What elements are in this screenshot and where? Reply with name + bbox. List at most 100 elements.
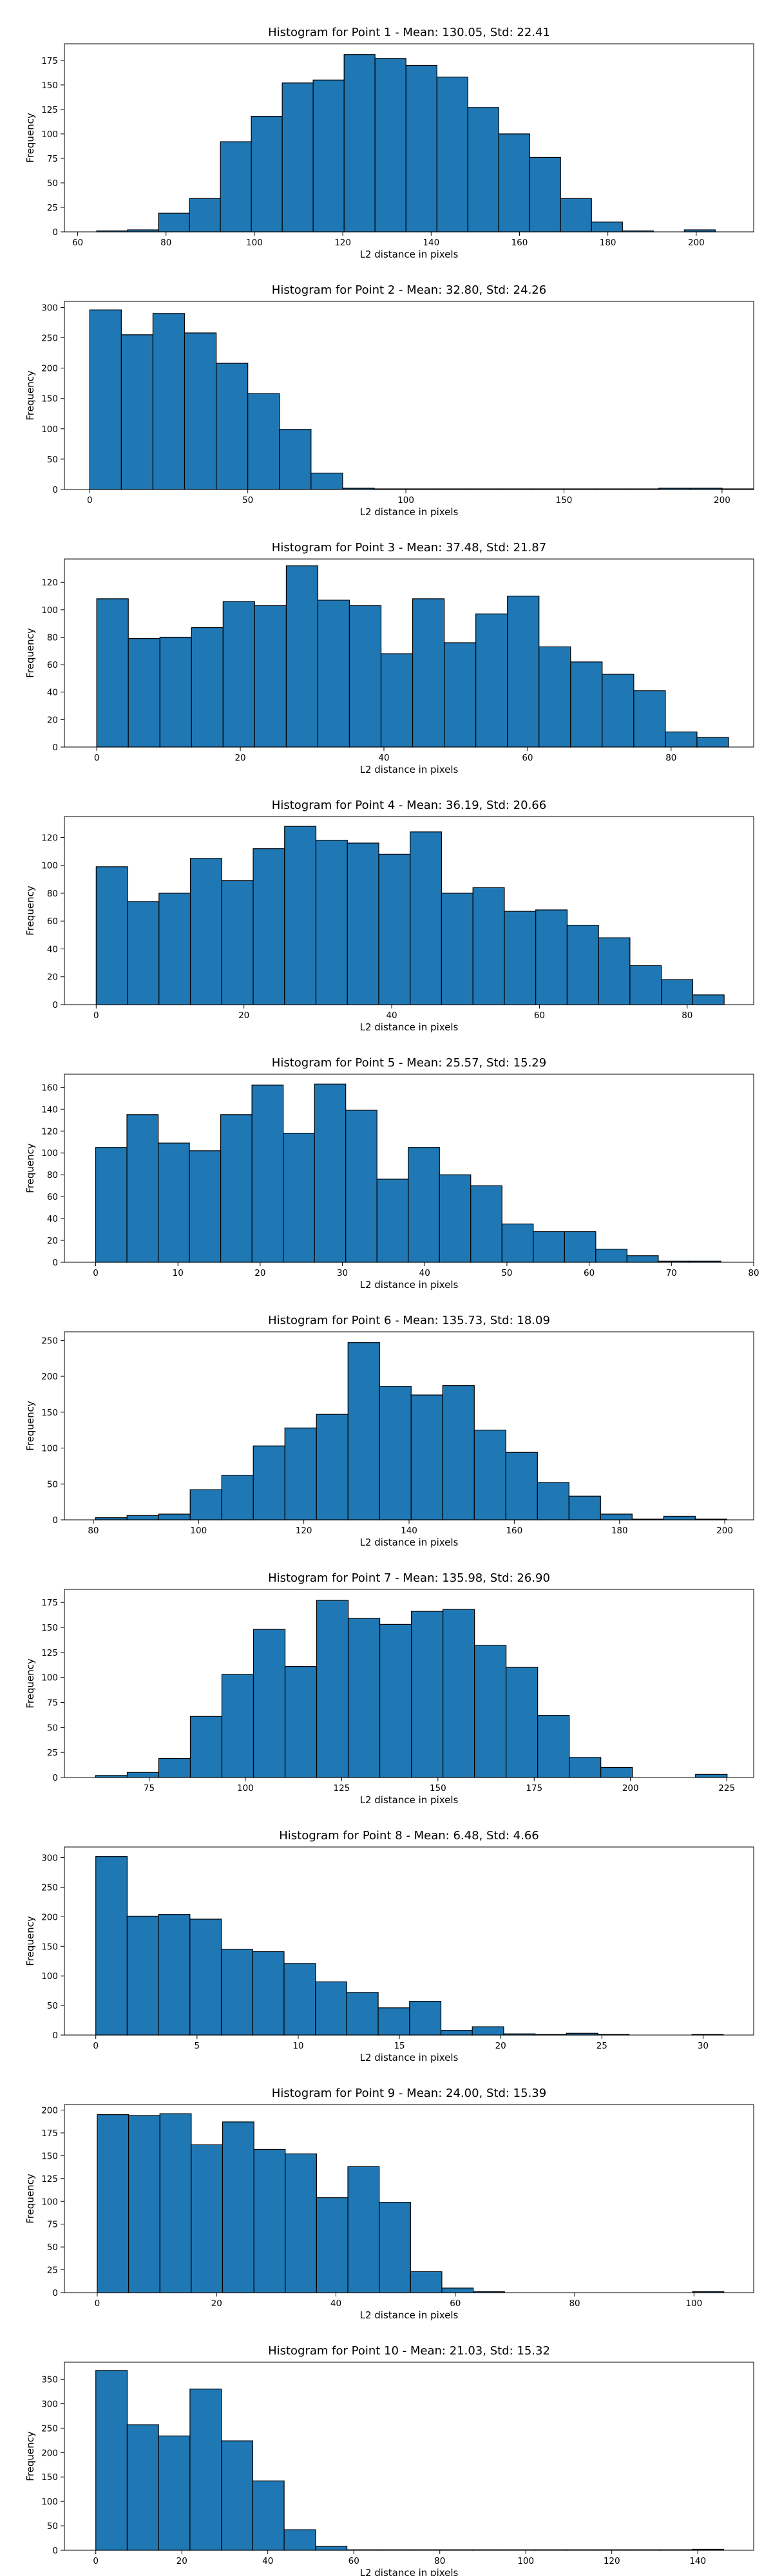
histogram-bar [95, 1147, 128, 1263]
x-tick-label: 40 [419, 1268, 430, 1278]
histogram-bar [374, 58, 406, 232]
y-tick-label: 80 [47, 632, 58, 643]
histogram-bar [158, 1513, 191, 1520]
y-tick-label: 50 [47, 178, 58, 189]
x-tick-label: 100 [397, 495, 414, 506]
histogram-bar [158, 213, 190, 232]
histogram-bar [380, 653, 414, 748]
histogram-bar [120, 334, 154, 490]
histogram-panel-1: Histogram for Point 1 - Mean: 130.05, St… [24, 26, 754, 260]
y-tick-label: 40 [47, 1214, 58, 1224]
histogram-bar [316, 1600, 349, 1778]
histogram-bar [282, 82, 314, 232]
histogram-bar [283, 1963, 316, 2036]
histogram-bar [253, 848, 285, 1005]
histogram-bar [220, 1949, 253, 2036]
histogram-bar [347, 1342, 380, 1520]
histogram-bar [692, 994, 725, 1005]
y-axis-label: Frequency [24, 628, 36, 678]
y-tick-label: 0 [52, 1258, 58, 1268]
y-tick-label: 50 [47, 1723, 58, 1733]
histogram-bar [189, 858, 222, 1005]
chart-title: Histogram for Point 2 - Mean: 32.80, Std… [272, 283, 546, 297]
chart-title: Histogram for Point 3 - Mean: 37.48, Std… [272, 541, 546, 554]
chart-title: Histogram for Point 9 - Mean: 24.00, Std… [272, 2087, 546, 2100]
histogram-bar [315, 1981, 347, 2036]
y-tick-label: 50 [47, 2001, 58, 2011]
histogram-bar [602, 674, 635, 748]
y-tick-label: 300 [41, 303, 58, 313]
y-tick-label: 80 [47, 1170, 58, 1180]
x-tick-label: 60 [348, 2556, 359, 2566]
x-tick-label: 100 [190, 1526, 207, 1536]
histogram-bar [312, 79, 345, 232]
histogram-bar [191, 627, 224, 748]
histogram-bar [377, 2007, 410, 2036]
y-tick-label: 50 [47, 455, 58, 465]
histogram-bar [159, 636, 192, 748]
x-tick-label: 60 [534, 1010, 545, 1021]
x-tick-label: 0 [95, 2298, 100, 2309]
histogram-bar [570, 661, 603, 748]
histogram-bar [440, 2030, 473, 2036]
histogram-bar [379, 1624, 412, 1778]
histogram-bar [600, 1513, 633, 1520]
histogram-bars [95, 1083, 721, 1263]
x-tick-label: 100 [237, 1783, 254, 1794]
histogram-bar [220, 1114, 253, 1263]
histogram-bar [665, 731, 698, 748]
histogram-bar [254, 605, 287, 748]
y-tick-label: 150 [41, 1623, 58, 1633]
histogram-bar [220, 141, 252, 232]
x-tick-label: 120 [604, 2556, 620, 2566]
x-tick-label: 0 [93, 2556, 99, 2566]
histogram-panel-9: Histogram for Point 9 - Mean: 24.00, Std… [24, 2087, 754, 2321]
histogram-bar [189, 1918, 222, 2036]
histogram-bar [221, 880, 254, 1005]
x-tick-label: 180 [600, 238, 616, 248]
x-axis-label: L2 distance in pixels [360, 1279, 459, 1291]
histogram-bar [504, 911, 537, 1005]
histogram-bar [189, 1489, 222, 1520]
y-tick-label: 60 [47, 916, 58, 927]
y-tick-label: 75 [47, 154, 58, 164]
y-tick-label: 125 [41, 105, 58, 115]
y-tick-label: 250 [41, 1882, 58, 1893]
axes-frame [64, 816, 754, 1005]
x-tick-label: 20 [177, 2556, 187, 2566]
chart-title: Histogram for Point 6 - Mean: 135.73, St… [268, 1314, 550, 1327]
histogram-bar [629, 965, 662, 1005]
x-tick-label: 100 [246, 238, 263, 248]
y-tick-label: 75 [47, 2220, 58, 2230]
histogram-bar [343, 54, 376, 232]
histogram-bar [560, 198, 592, 232]
histogram-bar [475, 613, 508, 748]
histogram-bar [346, 1992, 379, 2036]
x-tick-label: 200 [688, 238, 705, 248]
y-tick-label: 100 [41, 2497, 58, 2507]
x-tick-label: 0 [87, 495, 93, 506]
x-tick-label: 80 [88, 1526, 99, 1536]
x-tick-label: 20 [495, 2041, 506, 2051]
y-tick-label: 50 [47, 2521, 58, 2532]
histogram-panel-7: Histogram for Point 7 - Mean: 135.98, St… [24, 1571, 754, 1806]
y-tick-label: 25 [47, 2266, 58, 2276]
histogram-bar [696, 737, 729, 748]
histogram-bars [95, 1856, 724, 2036]
x-tick-label: 60 [584, 1268, 595, 1278]
histogram-bar [410, 2271, 443, 2293]
histogram-bar [89, 309, 122, 490]
axes-frame [64, 1846, 754, 2036]
histogram-panel-8: Histogram for Point 8 - Mean: 6.48, Std:… [24, 1829, 754, 2063]
y-tick-label: 100 [41, 2197, 58, 2207]
x-axis-label: L2 distance in pixels [360, 506, 459, 518]
histogram-bar [535, 909, 568, 1005]
chart-title: Histogram for Point 10 - Mean: 21.03, St… [268, 2344, 550, 2358]
y-tick-label: 175 [41, 2128, 58, 2139]
y-tick-label: 0 [52, 2031, 58, 2041]
histogram-bar [345, 1110, 377, 1263]
histogram-bar [566, 925, 599, 1005]
histogram-bars [95, 1342, 727, 1520]
histogram-bar [467, 107, 499, 232]
